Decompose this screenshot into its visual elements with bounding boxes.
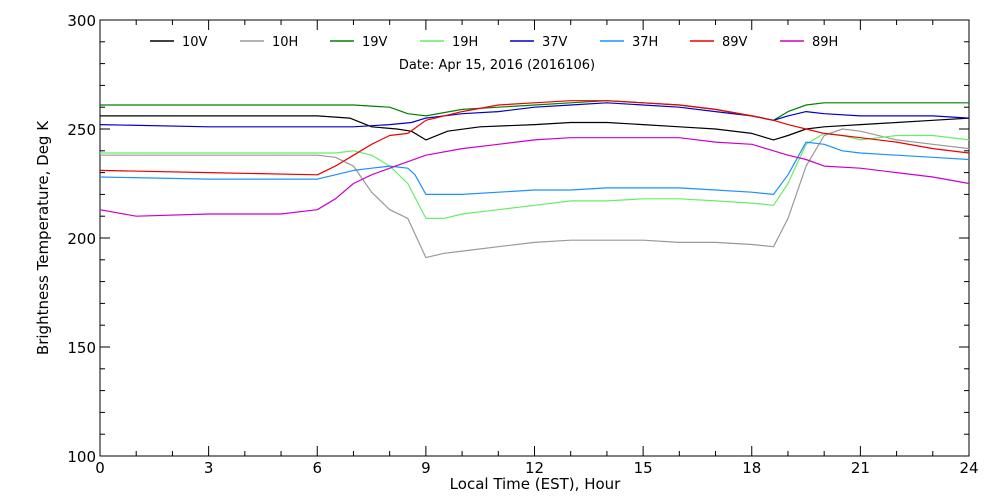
- x-axis-ticks: 0 3 6 9 12 15 18 21 24: [95, 20, 979, 477]
- y-axis-ticks: 100 150 200 250 300: [67, 12, 969, 466]
- chart-title: Date: Apr 15, 2016 (2016106): [399, 58, 595, 73]
- x-tick-label: 18: [742, 459, 761, 477]
- x-axis-label: Local Time (EST), Hour: [450, 475, 621, 493]
- series-line-10v: [100, 115, 970, 141]
- legend-label-19h: 19H: [452, 35, 478, 50]
- series-line-37h: [99, 141, 970, 195]
- series-line-37v: [99, 102, 970, 128]
- series-line-19h: [100, 132, 970, 219]
- legend-label-10v: 10V: [182, 35, 208, 50]
- legend-label-37h: 37H: [632, 35, 658, 50]
- series-line-10h: [100, 128, 970, 259]
- legend-label-10h: 10H: [272, 35, 298, 50]
- y-tick-label: 150: [67, 339, 96, 357]
- series-line-89h: [99, 137, 970, 217]
- y-tick-label: 300: [67, 12, 96, 30]
- series-line-19v: [100, 100, 969, 121]
- x-tick-label: 15: [634, 459, 653, 477]
- x-tick-label: 24: [959, 459, 978, 477]
- legend-label-89h: 89H: [812, 35, 838, 50]
- y-tick-label: 100: [67, 448, 96, 466]
- x-tick-label: 3: [204, 459, 214, 477]
- legend: 10V 10H 19V 19H 37V 37H 89V 89H: [150, 35, 838, 50]
- x-tick-label: 0: [95, 459, 105, 477]
- x-tick-label: 6: [312, 459, 322, 477]
- series-line-89v: [99, 100, 970, 176]
- x-tick-label: 9: [421, 459, 431, 477]
- y-axis-label: Brightness Temperature, Deg K: [34, 120, 52, 355]
- plot-frame: [99, 19, 970, 457]
- x-tick-label: 12: [525, 459, 544, 477]
- y-tick-label: 250: [67, 121, 96, 139]
- legend-label-37v: 37V: [542, 35, 568, 50]
- legend-label-19v: 19V: [362, 35, 388, 50]
- y-tick-label: 200: [67, 230, 96, 248]
- legend-label-89v: 89V: [722, 35, 748, 50]
- series-layer: [99, 100, 970, 259]
- x-tick-label: 21: [851, 459, 870, 477]
